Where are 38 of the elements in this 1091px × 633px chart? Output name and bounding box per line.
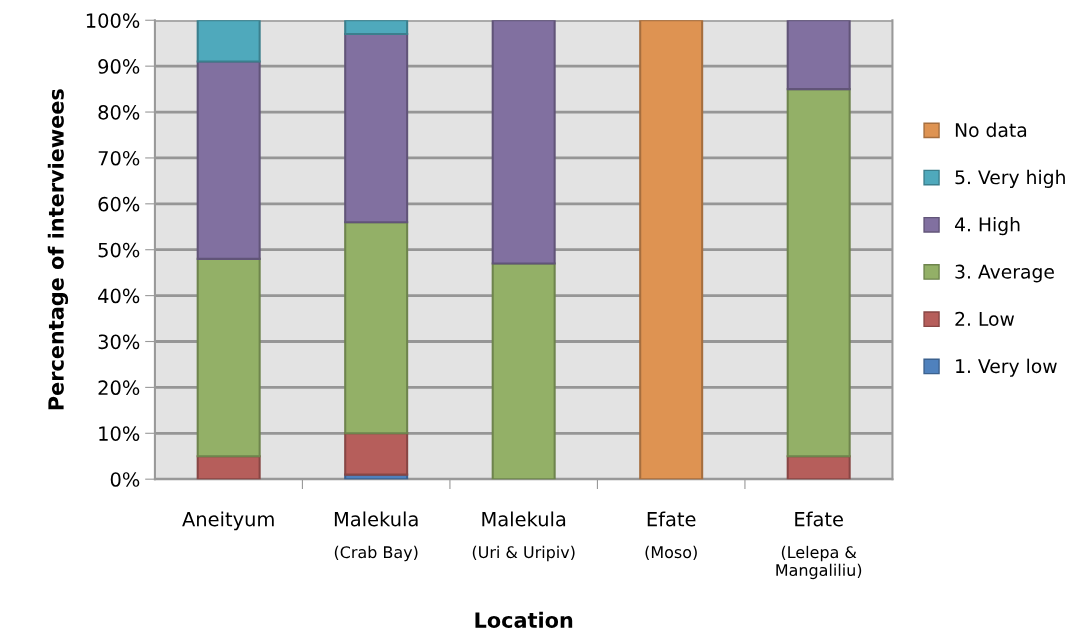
y-tick-label: 90% bbox=[98, 59, 140, 74]
y-tick-label: 80% bbox=[98, 105, 140, 120]
bar bbox=[786, 455, 851, 480]
y-tick-label: 50% bbox=[98, 242, 140, 258]
y-tick-label: 40% bbox=[98, 288, 140, 304]
legend-label: 4. High bbox=[954, 217, 1020, 236]
bar bbox=[786, 88, 851, 458]
x-tick-label: Malekula (Uri & Uripiv) bbox=[472, 511, 575, 562]
bar bbox=[196, 257, 261, 458]
legend-label: 2. Low bbox=[955, 311, 1015, 326]
x-tick-label: Aneityum bbox=[182, 511, 274, 531]
bar bbox=[196, 20, 261, 63]
y-tick-label: 70% bbox=[98, 150, 140, 166]
y-tick-label: 60% bbox=[98, 196, 140, 212]
bar bbox=[639, 20, 704, 480]
bar bbox=[344, 20, 409, 36]
y-tick-label: 30% bbox=[98, 334, 140, 350]
legend-label: No data bbox=[955, 122, 1027, 138]
y-tick-label: 20% bbox=[98, 380, 140, 396]
y-tick-label: 100% bbox=[86, 13, 140, 28]
legend-label: 1. Very low bbox=[956, 358, 1057, 377]
x-tick-label: Efate (Moso) bbox=[645, 511, 697, 561]
x-axis-title: Location bbox=[475, 611, 573, 628]
bar bbox=[196, 455, 261, 480]
y-tick-label: 0% bbox=[110, 472, 140, 487]
y-axis-title: Percentage of interviewees bbox=[47, 89, 69, 410]
legend-label: 5. Very high bbox=[955, 169, 1065, 188]
bar bbox=[344, 221, 409, 435]
bar bbox=[344, 432, 409, 476]
legend-label: 3. Average bbox=[955, 264, 1054, 283]
x-tick-label: Malekula (Crab Bay) bbox=[334, 511, 418, 562]
bar bbox=[196, 60, 261, 260]
bar bbox=[344, 32, 409, 224]
bar bbox=[491, 262, 556, 480]
y-tick-label: 10% bbox=[99, 426, 140, 441]
bar bbox=[491, 20, 556, 265]
bar bbox=[786, 20, 851, 91]
x-tick-label: Efate (Lelepa & Mangaliliu) bbox=[776, 511, 862, 580]
